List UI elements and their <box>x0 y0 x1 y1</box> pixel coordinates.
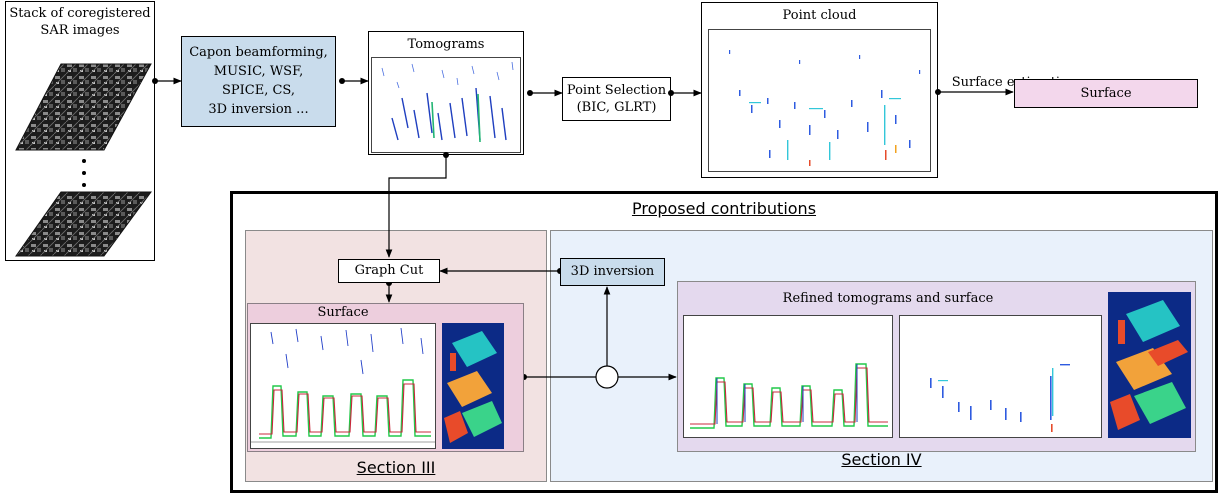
tomograms-box: Tomograms <box>368 31 524 155</box>
refined-panel-title: Refined tomograms and surface <box>782 291 994 306</box>
dot-pointselection-out <box>668 90 674 96</box>
tomograms-title: Tomograms <box>407 37 485 52</box>
sar-stack-box: Stack of coregistered SAR images <box>5 1 155 261</box>
ellipsis-dot-3 <box>82 183 86 187</box>
surface-panel: Surface <box>247 303 524 452</box>
sar-image-stack-icon <box>15 63 152 257</box>
point-selection-box: Point Selection (BIC, GLRT) <box>562 77 671 121</box>
sar-image-top <box>15 63 152 151</box>
point-cloud-plot <box>708 29 931 172</box>
point-cloud-title: Point cloud <box>782 8 857 23</box>
surface-profile-green <box>259 379 431 439</box>
tomograms-plot <box>371 57 521 153</box>
arrow-tomograms-to-graphcut <box>385 155 447 258</box>
surface-profile-red <box>259 383 431 435</box>
dot-tomograms-down <box>443 152 449 158</box>
refined-profile-green <box>690 363 888 429</box>
refined-profile-red <box>690 367 888 425</box>
dot-stack-out <box>152 78 158 84</box>
contributions-title: Proposed contributions <box>631 199 817 218</box>
sar-stack-title: Stack of coregistered SAR images <box>9 6 151 38</box>
dot-cloud-out <box>935 89 941 95</box>
surface-panel-tomogram-plot <box>250 323 436 449</box>
section-three-label: Section III <box>356 458 436 477</box>
section-four-label: Section IV <box>841 450 922 469</box>
junction-node <box>595 365 619 389</box>
graph-cut-box: Graph Cut <box>338 259 440 283</box>
dot-tomograms-out <box>527 90 533 96</box>
refined-tomogram-plot <box>683 315 893 438</box>
surface-output-box: Surface <box>1014 79 1198 108</box>
sar-image-bottom <box>15 191 152 257</box>
ellipsis-dot-2 <box>82 171 86 175</box>
inversion-box: 3D inversion <box>560 258 665 286</box>
refined-height-map <box>1108 292 1191 438</box>
point-cloud-box: Point cloud <box>701 2 938 178</box>
dot-methods-out <box>339 78 345 84</box>
refined-point-plot <box>899 315 1102 438</box>
surface-panel-title: Surface <box>317 305 369 320</box>
ellipsis-dot-1 <box>82 159 86 163</box>
surface-height-map <box>442 323 504 449</box>
refined-panel: Refined tomograms and surface <box>677 281 1196 452</box>
